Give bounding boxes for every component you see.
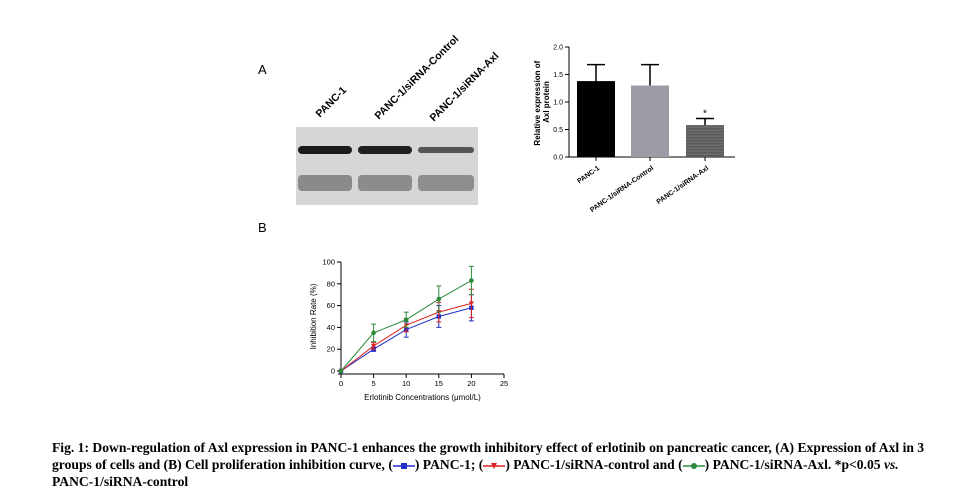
line-x-axis-label: Erlotinib Concentrations (μmol/L) (364, 393, 481, 402)
panel-b-letter: B (258, 220, 267, 235)
line-y-tick-label: 0 (331, 367, 335, 376)
bar-chart-y-label-line2: Axl protein (542, 81, 551, 123)
bar-1 (577, 81, 615, 157)
series-3-point (371, 330, 376, 336)
series-3-line (340, 280, 472, 372)
bar-chart-plot: 0.0 0.5 1.0 1.5 2.0 PANC-1PANC-1/siRNA-Contro… (553, 45, 735, 214)
line-x-tick-label: 10 (402, 379, 410, 388)
bar-y-tick-label: 0.5 (553, 127, 563, 134)
axl-band-3 (418, 147, 474, 153)
line-x-tick-label: 0 (339, 379, 343, 388)
bar-x-tick-label: PANC-1 (576, 165, 601, 185)
caption-part5: PANC-1/siRNA-control (52, 474, 189, 489)
series-3-point (403, 317, 409, 323)
caption-part4: ) PANC-1/siRNA-Axl. *p<0.05 (704, 457, 884, 472)
series-3-point (436, 296, 442, 302)
line-y-tick-label: 20 (327, 345, 335, 354)
bar-2 (631, 85, 669, 157)
line-x-tick-label: 20 (467, 379, 475, 388)
significance-asterisk: * (703, 109, 707, 120)
bar-chart-y-label: Relative expression of Axl protein (533, 58, 551, 145)
series-2-point (468, 301, 474, 306)
caption-part1: Fig. 1: Down-regulation of Axl expressio… (52, 440, 925, 472)
series-1-line (340, 307, 472, 372)
panel-a-letter: A (258, 62, 267, 77)
legend-symbol-panc1 (392, 462, 415, 469)
line-y-axis-label: Inhibition Rate (%) (309, 283, 318, 349)
series-2-line (340, 302, 472, 372)
line-x-tick-label: 5 (372, 379, 376, 388)
legend-symbol-sirna-axl (682, 462, 705, 469)
line-x-tick-label: 25 (500, 379, 508, 388)
caption-part3: ) PANC-1/siRNA-control and ( (505, 457, 683, 472)
series-1-point (338, 368, 344, 374)
bar-y-tick-label: 2.0 (553, 45, 563, 52)
series-2-point (403, 323, 409, 328)
series-2-point (436, 310, 442, 315)
series-2-point (338, 369, 344, 374)
gapdh-band-3 (418, 175, 474, 191)
series-1-point (371, 347, 376, 352)
bar-y-tick-label: 1.5 (553, 72, 563, 79)
series-1-point (469, 305, 474, 310)
figure-caption: Fig. 1: Down-regulation of Axl expressio… (52, 439, 937, 490)
bar-y-tick-label: 0.0 (553, 155, 563, 162)
axl-band-1 (298, 146, 352, 154)
bar-chart-y-label-line1: Relative expression of (533, 60, 542, 145)
lane-label-1: PANC-1 (313, 84, 350, 120)
line-y-tick-label: 80 (327, 279, 335, 288)
series-3-point (469, 278, 474, 283)
legend-symbol-sirna-control (483, 462, 506, 469)
line-y-tick-label: 100 (322, 258, 335, 267)
line-chart-plot: 0 20 40 60 80 100 0 5 10 15 20 25 Erlotinib Concentr… (309, 258, 508, 403)
gapdh-band-2 (358, 175, 412, 191)
western-blot-image (296, 127, 478, 205)
caption-part2: ) PANC-1; ( (414, 457, 484, 472)
series-1-point (436, 314, 441, 319)
bar-x-tick-label: PANC-1/siRNA-Axl (656, 165, 711, 206)
line-y-tick-label: 40 (327, 323, 335, 332)
gapdh-band-1 (298, 175, 352, 191)
axl-band-2 (358, 146, 412, 154)
line-x-tick-label: 15 (435, 379, 443, 388)
bar-3 (686, 125, 724, 157)
series-3-point (338, 368, 344, 374)
series-2-point (371, 343, 377, 349)
bar-x-tick-label: PANC-1/siRNA-Control (589, 165, 655, 214)
bar-y-tick-label: 1.0 (553, 100, 563, 107)
series-1-point (404, 327, 409, 332)
line-y-tick-label: 60 (327, 301, 335, 310)
caption-vs: vs. (883, 457, 899, 472)
